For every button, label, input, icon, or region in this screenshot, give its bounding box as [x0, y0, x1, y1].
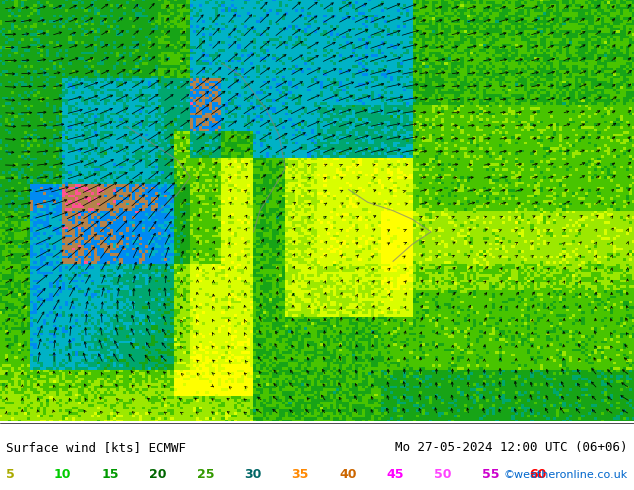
- Text: 15: 15: [101, 468, 119, 481]
- Text: Surface wind [kts] ECMWF: Surface wind [kts] ECMWF: [6, 441, 186, 454]
- Text: 5: 5: [6, 468, 15, 481]
- Text: 55: 55: [482, 468, 500, 481]
- Text: 35: 35: [292, 468, 309, 481]
- Text: 40: 40: [339, 468, 357, 481]
- Text: Mo 27-05-2024 12:00 UTC (06+06): Mo 27-05-2024 12:00 UTC (06+06): [395, 441, 628, 454]
- Text: 30: 30: [244, 468, 261, 481]
- Text: 45: 45: [387, 468, 404, 481]
- Text: 50: 50: [434, 468, 452, 481]
- Text: 60: 60: [529, 468, 547, 481]
- Text: 25: 25: [197, 468, 214, 481]
- Text: ©weatheronline.co.uk: ©weatheronline.co.uk: [503, 470, 628, 480]
- Text: 20: 20: [149, 468, 167, 481]
- Text: 10: 10: [54, 468, 72, 481]
